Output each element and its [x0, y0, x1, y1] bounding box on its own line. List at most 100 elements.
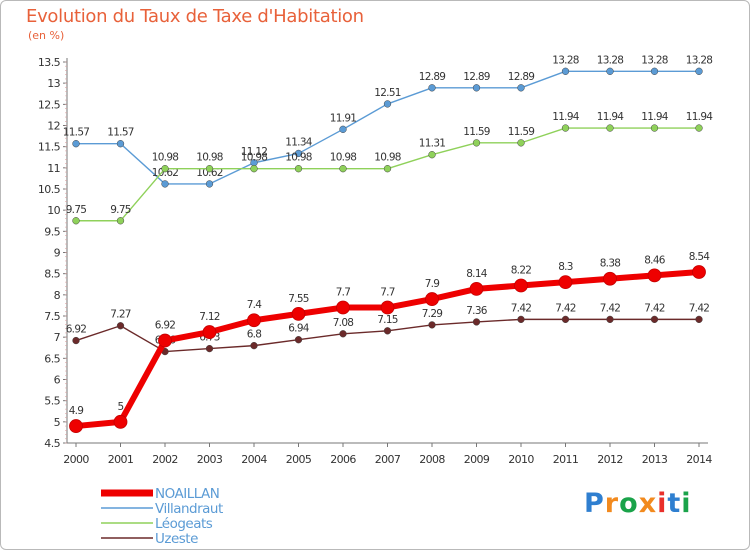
- data-label-noaillan: 6.92: [155, 320, 176, 332]
- chart-unit: (en %): [28, 29, 65, 42]
- data-point-noaillan: [69, 419, 83, 433]
- data-label-noaillan: 7.55: [288, 293, 309, 305]
- y-tick-label: 11: [47, 162, 60, 175]
- data-point-uzeste: [339, 330, 347, 338]
- data-label-noaillan: 8.14: [466, 268, 488, 280]
- y-tick-label: 13: [47, 77, 60, 90]
- data-point-villandraut: [517, 84, 525, 92]
- data-point-l-ogeats: [294, 165, 303, 173]
- y-tick-label: 10: [47, 204, 60, 217]
- data-label-villandraut: 10.62: [196, 167, 223, 179]
- data-label-l-ogeats: 10.98: [330, 152, 357, 164]
- y-tick-label: 7: [54, 331, 61, 344]
- data-label-uzeste: 7.27: [110, 309, 131, 321]
- data-point-noaillan: [247, 313, 261, 328]
- y-tick-label: 7.5: [44, 310, 60, 323]
- data-point-uzeste: [695, 315, 703, 324]
- data-point-villandraut: [650, 67, 659, 75]
- data-label-villandraut: 11.91: [330, 112, 357, 124]
- data-point-l-ogeats: [161, 165, 169, 173]
- data-label-villandraut: 12.89: [419, 71, 446, 83]
- data-point-l-ogeats: [116, 217, 125, 225]
- data-point-uzeste: [517, 315, 525, 324]
- data-label-uzeste: 7.29: [422, 308, 443, 320]
- data-label-l-ogeats: 10.98: [285, 152, 312, 164]
- legend-label-noaillan: NOAILLAN: [155, 486, 219, 502]
- data-label-uzeste: 6.94: [288, 323, 310, 335]
- data-label-l-ogeats: 9.75: [110, 204, 131, 216]
- brand-letter: t: [667, 488, 682, 519]
- data-point-villandraut: [472, 84, 481, 92]
- data-point-villandraut: [294, 149, 303, 158]
- x-tick-label: 2010: [508, 453, 534, 466]
- data-point-villandraut: [428, 84, 436, 92]
- data-label-uzeste: 6.8: [247, 329, 262, 341]
- x-tick-label: 2001: [108, 453, 134, 466]
- x-tick-label: 2012: [597, 453, 623, 466]
- data-label-uzeste: 6.92: [66, 324, 87, 336]
- data-label-noaillan: 8.38: [600, 258, 621, 270]
- data-point-uzeste: [250, 341, 258, 350]
- data-point-l-ogeats: [606, 124, 614, 132]
- data-label-villandraut: 12.89: [508, 71, 535, 83]
- data-point-uzeste: [205, 344, 214, 353]
- data-point-uzeste: [294, 336, 303, 344]
- data-label-noaillan: 5: [118, 401, 124, 413]
- brand-letter: r: [604, 488, 620, 519]
- data-point-noaillan: [425, 292, 439, 306]
- x-tick-label: 2007: [375, 453, 401, 466]
- data-label-villandraut: 12.51: [374, 87, 401, 99]
- data-point-villandraut: [205, 180, 214, 188]
- data-label-uzeste: 7.42: [644, 302, 665, 314]
- y-tick-label: 6.5: [44, 352, 60, 365]
- data-point-uzeste: [472, 318, 481, 326]
- data-label-l-ogeats: 10.98: [374, 152, 401, 164]
- data-point-noaillan: [469, 282, 484, 296]
- data-point-villandraut: [383, 100, 392, 108]
- data-label-villandraut: 13.28: [597, 54, 624, 66]
- data-point-uzeste: [561, 315, 570, 324]
- data-point-l-ogeats: [650, 124, 659, 132]
- data-point-villandraut: [116, 140, 125, 148]
- data-point-noaillan: [113, 414, 128, 429]
- data-label-uzeste: 7.42: [600, 302, 621, 314]
- y-tick-label: 5: [54, 416, 61, 429]
- data-label-villandraut: 13.28: [686, 54, 713, 66]
- data-point-l-ogeats: [472, 139, 481, 147]
- y-tick-label: 6: [54, 374, 61, 387]
- data-point-villandraut: [561, 67, 570, 75]
- data-label-noaillan: 7.9: [425, 278, 440, 290]
- data-label-noaillan: 8.3: [558, 261, 573, 273]
- data-point-noaillan: [158, 333, 172, 348]
- data-point-villandraut: [339, 125, 347, 133]
- data-label-villandraut: 11.34: [285, 136, 313, 148]
- x-tick-label: 2005: [286, 453, 312, 466]
- data-point-noaillan: [380, 300, 395, 315]
- x-tick-label: 2009: [464, 453, 490, 466]
- data-label-l-ogeats: 11.94: [552, 111, 580, 123]
- data-label-uzeste: 7.42: [511, 302, 532, 314]
- data-label-noaillan: 4.9: [69, 405, 84, 417]
- data-label-noaillan: 7.7: [336, 287, 351, 299]
- x-tick-label: 2002: [152, 453, 178, 466]
- data-label-uzeste: 7.36: [466, 305, 488, 317]
- y-tick-label: 12: [47, 120, 60, 133]
- legend-label-villandraut: Villandraut: [155, 501, 223, 517]
- brand-letter: i: [681, 488, 692, 519]
- data-point-villandraut: [606, 67, 614, 75]
- data-label-noaillan: 8.22: [511, 265, 532, 277]
- data-label-noaillan: 7.7: [380, 287, 395, 299]
- data-point-l-ogeats: [383, 165, 392, 173]
- x-tick-label: 2003: [197, 453, 223, 466]
- data-point-noaillan: [647, 268, 662, 283]
- y-tick-label: 10.5: [38, 183, 61, 196]
- data-point-l-ogeats: [339, 165, 347, 173]
- data-point-noaillan: [202, 325, 217, 339]
- y-tick-label: 4.5: [44, 437, 60, 450]
- data-point-noaillan: [514, 278, 528, 293]
- data-label-l-ogeats: 10.98: [152, 152, 179, 164]
- y-tick-label: 13.5: [38, 56, 61, 69]
- y-tick-label: 9.5: [44, 225, 60, 238]
- data-label-l-ogeats: 11.94: [686, 111, 714, 123]
- data-point-l-ogeats: [72, 217, 80, 225]
